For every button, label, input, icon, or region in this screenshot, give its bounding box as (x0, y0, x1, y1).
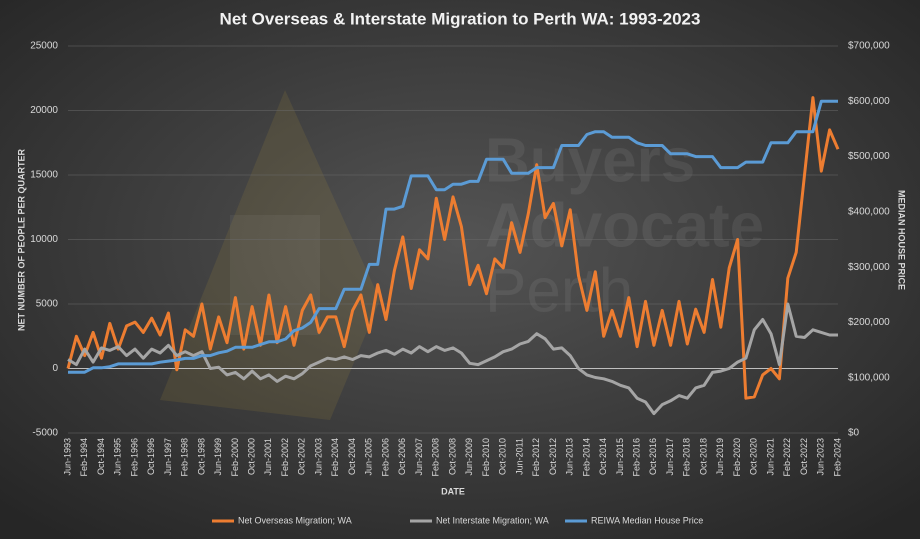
x-tick-label: Oct-2020 (749, 438, 759, 475)
x-tick-label: Jun-2023 (816, 438, 826, 476)
x-tick-label: Oct-2018 (698, 438, 708, 475)
x-tick-label: Oct-1996 (146, 438, 156, 475)
chart-title: Net Overseas & Interstate Migration to P… (220, 9, 701, 28)
x-tick-label: Feb-2024 (832, 438, 842, 477)
y-tick-label: 0 (52, 363, 58, 374)
x-tick-label: Jun-2009 (464, 438, 474, 476)
x-tick-label: Feb-2000 (230, 438, 240, 477)
x-axis-title: DATE (441, 486, 465, 496)
x-tick-label: Feb-1996 (129, 438, 139, 477)
series-line (66, 96, 840, 400)
x-tick-label: Oct-2012 (548, 438, 558, 475)
x-tick-label: Jun-2003 (313, 438, 323, 476)
x-tick-label: Oct-2014 (598, 438, 608, 475)
y2-tick-label: $100,000 (848, 372, 890, 383)
x-tick-label: Feb-2018 (682, 438, 692, 477)
x-tick-label: Feb-1994 (79, 438, 89, 477)
x-tick-label: Jun-2017 (665, 438, 675, 476)
x-tick-label: Jun-2001 (263, 438, 273, 476)
x-tick-label: Oct-1998 (196, 438, 206, 475)
x-tick-label: Feb-2020 (732, 438, 742, 477)
x-tick-label: Feb-1998 (180, 438, 190, 477)
x-tick-label: Oct-2016 (648, 438, 658, 475)
x-tick-label: Jun-1993 (62, 438, 72, 476)
y-axis-title: NET NUMBER OF PEOPLE PER QUARTER (16, 148, 26, 331)
y-tick-label: 5000 (36, 299, 59, 310)
y2-tick-label: $300,000 (848, 262, 890, 273)
x-tick-label: Oct-2008 (447, 438, 457, 475)
series-line (68, 99, 838, 374)
y-tick-label: -5000 (32, 428, 58, 439)
x-tick-label: Feb-2022 (782, 438, 792, 477)
x-tick-label: Feb-2006 (380, 438, 390, 477)
x-tick-label: Feb-2016 (632, 438, 642, 477)
y2-tick-label: $200,000 (848, 317, 890, 328)
x-tick-label: Jun-1997 (163, 438, 173, 476)
legend-label: REIWA Median House Price (591, 515, 703, 525)
series-line (67, 302, 838, 416)
watermark-logo (160, 90, 380, 420)
x-tick-label: Oct-2004 (347, 438, 357, 475)
x-tick-label: Jun-2015 (615, 438, 625, 476)
watermark-text: Perth (485, 256, 633, 325)
y-tick-label: 10000 (30, 234, 58, 245)
x-tick-label: Feb-2008 (431, 438, 441, 477)
y2-tick-label: $400,000 (848, 206, 890, 217)
x-tick-label: Feb-2012 (531, 438, 541, 477)
x-tick-label: Jun-1999 (213, 438, 223, 476)
x-tick-label: Oct-2010 (498, 438, 508, 475)
x-tick-label: Oct-2006 (397, 438, 407, 475)
x-tick-label: Feb-2004 (330, 438, 340, 477)
x-tick-label: Jun-1995 (113, 438, 123, 476)
x-tick-label: Oct-2002 (297, 438, 307, 475)
x-tick-label: Jun-2011 (514, 438, 524, 475)
y-tick-label: 15000 (30, 170, 58, 181)
y2-axis-title: MEDIAN HOUSE PRICE (897, 190, 907, 290)
x-tick-label: Jun-2021 (765, 438, 775, 476)
y2-tick-label: $500,000 (848, 151, 890, 162)
x-tick-label: Feb-2002 (280, 438, 290, 477)
legend-label: Net Interstate Migration; WA (436, 515, 549, 525)
watermark-house (230, 215, 320, 335)
y-tick-label: 25000 (30, 41, 58, 52)
y2-tick-label: $700,000 (848, 41, 890, 52)
x-tick-label: Oct-1994 (96, 438, 106, 475)
y2-tick-label: $600,000 (848, 96, 890, 107)
x-tick-label: Jun-2005 (364, 438, 374, 476)
x-tick-label: Oct-2022 (799, 438, 809, 475)
watermark-text: Buyers (485, 126, 695, 195)
x-tick-label: Feb-2010 (481, 438, 491, 477)
x-tick-label: Jun-2007 (414, 438, 424, 476)
x-tick-label: Jun-2013 (565, 438, 575, 476)
legend-label: Net Overseas Migration; WA (238, 515, 352, 525)
x-tick-label: Feb-2014 (581, 438, 591, 477)
x-tick-label: Oct-2000 (247, 438, 257, 475)
y2-tick-label: $0 (848, 428, 860, 439)
x-tick-label: Jun-2019 (715, 438, 725, 476)
y-tick-label: 20000 (30, 105, 58, 116)
